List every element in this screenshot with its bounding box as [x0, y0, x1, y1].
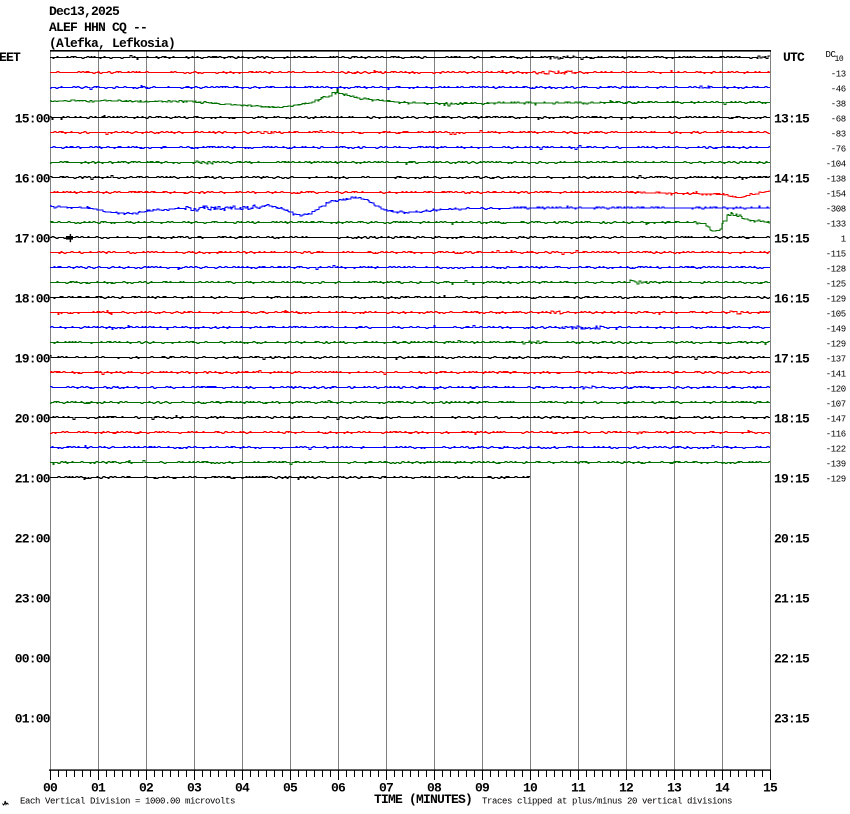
svg-text:08: 08 — [427, 781, 442, 796]
svg-text:Each Vertical Division = 1000.: Each Vertical Division = 1000.00 microvo… — [20, 797, 235, 807]
svg-text:(Alefka, Lefkosia): (Alefka, Lefkosia) — [49, 36, 175, 51]
svg-text:-129: -129 — [826, 339, 846, 349]
svg-text:-107: -107 — [826, 399, 846, 409]
svg-text:23:15: 23:15 — [774, 712, 810, 727]
svg-text:00: 00 — [43, 781, 58, 796]
svg-text:-141: -141 — [826, 369, 846, 379]
svg-text:-120: -120 — [826, 384, 846, 394]
svg-text:-122: -122 — [826, 444, 846, 454]
svg-text:21:00: 21:00 — [15, 472, 51, 487]
svg-text:-308: -308 — [826, 204, 846, 214]
svg-text:20:15: 20:15 — [774, 532, 810, 547]
svg-text:10: 10 — [835, 55, 844, 64]
svg-text:-125: -125 — [826, 279, 846, 289]
svg-text:-68: -68 — [831, 114, 846, 124]
svg-text:Dec13,2025: Dec13,2025 — [49, 4, 120, 19]
svg-text:16:15: 16:15 — [774, 292, 810, 307]
svg-text:18:15: 18:15 — [774, 412, 810, 427]
svg-text:-83: -83 — [831, 129, 846, 139]
svg-text:23:00: 23:00 — [15, 592, 51, 607]
svg-text:04: 04 — [235, 781, 250, 796]
svg-text:16:00: 16:00 — [15, 172, 51, 187]
svg-text:-149: -149 — [826, 324, 846, 334]
svg-text:15: 15 — [763, 781, 778, 796]
svg-text:17:15: 17:15 — [774, 352, 810, 367]
svg-text:12: 12 — [619, 781, 634, 796]
svg-text:DC: DC — [826, 50, 837, 60]
svg-text:-129: -129 — [826, 474, 846, 484]
svg-text:-13: -13 — [831, 69, 846, 79]
svg-text:06: 06 — [331, 781, 346, 796]
svg-text:15:15: 15:15 — [774, 232, 810, 247]
svg-text:05: 05 — [283, 781, 298, 796]
svg-text:-46: -46 — [831, 84, 846, 94]
svg-text:00:00: 00:00 — [15, 652, 51, 667]
svg-text:10: 10 — [523, 781, 538, 796]
svg-text:11: 11 — [571, 781, 586, 796]
svg-text:20:00: 20:00 — [15, 412, 51, 427]
svg-text:19:15: 19:15 — [774, 472, 810, 487]
svg-text:14:15: 14:15 — [774, 172, 810, 187]
svg-text:22:15: 22:15 — [774, 652, 810, 667]
svg-text:14: 14 — [715, 781, 730, 796]
svg-text:Traces clipped at plus/minus 2: Traces clipped at plus/minus 20 vertical… — [482, 797, 732, 807]
svg-text:21:15: 21:15 — [774, 592, 810, 607]
svg-text:UTC: UTC — [783, 50, 805, 65]
svg-text:-105: -105 — [826, 309, 846, 319]
svg-text:-104: -104 — [826, 159, 846, 169]
svg-text:ALEF HHN CQ --: ALEF HHN CQ -- — [49, 20, 147, 35]
svg-text:-76: -76 — [831, 144, 846, 154]
svg-text:-128: -128 — [826, 264, 846, 274]
svg-text:17:00: 17:00 — [15, 232, 51, 247]
svg-text:19:00: 19:00 — [15, 352, 51, 367]
svg-text:-139: -139 — [826, 459, 846, 469]
svg-text:09: 09 — [475, 781, 490, 796]
svg-text:-116: -116 — [826, 429, 846, 439]
svg-text:-38: -38 — [831, 99, 846, 109]
svg-text:-115: -115 — [826, 249, 846, 259]
svg-text:01: 01 — [91, 781, 106, 796]
svg-text:07: 07 — [379, 781, 393, 796]
svg-text:-137: -137 — [826, 354, 846, 364]
svg-text:-147: -147 — [826, 414, 846, 424]
svg-text:13: 13 — [667, 781, 682, 796]
svg-text:13:15: 13:15 — [774, 112, 810, 127]
svg-text:03: 03 — [187, 781, 202, 796]
svg-text:1: 1 — [841, 234, 846, 244]
svg-text:01:00: 01:00 — [15, 712, 51, 727]
svg-text:15:00: 15:00 — [15, 112, 51, 127]
svg-text:-154: -154 — [826, 189, 846, 199]
svg-text:-133: -133 — [826, 219, 846, 229]
svg-text:TIME (MINUTES): TIME (MINUTES) — [374, 792, 472, 807]
svg-text:02: 02 — [139, 781, 154, 796]
svg-text:-138: -138 — [826, 174, 846, 184]
svg-text:22:00: 22:00 — [15, 532, 51, 547]
svg-text:EET: EET — [0, 50, 21, 65]
svg-text:18:00: 18:00 — [15, 292, 51, 307]
svg-text:-129: -129 — [826, 294, 846, 304]
